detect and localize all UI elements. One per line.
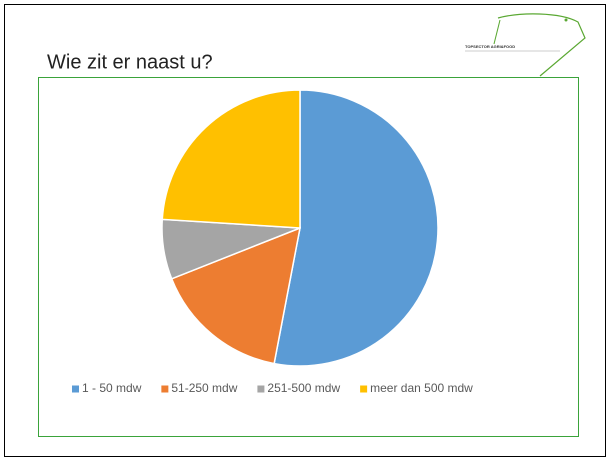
legend-swatch (72, 385, 79, 393)
legend-label: meer dan 500 mdw (370, 381, 473, 395)
legend-swatch (257, 385, 265, 393)
pie (161, 89, 439, 367)
legend-swatch (360, 385, 368, 393)
legend-label: 1 - 50 mdw (82, 381, 142, 395)
legend-swatch (161, 385, 169, 393)
logo: TOPSECTOR AGRI&FOOD (465, 13, 586, 77)
legend-label: 51-250 mdw (171, 381, 237, 395)
pie-slice (161, 89, 301, 229)
pie-slice (273, 89, 439, 367)
legend-label: 251-500 mdw (267, 381, 340, 395)
chart-frame (38, 77, 579, 437)
legend: 1 - 50 mdw 51-250 mdw 251-500 mdw meer dan … (72, 381, 473, 395)
pie-slice (170, 226, 301, 365)
logo-curve (493, 19, 501, 45)
logo-text: TOPSECTOR AGRI&FOOD (465, 44, 515, 49)
logo-dot (564, 18, 568, 22)
chart-title: Wie zit er naast u? (47, 51, 213, 73)
logo-curve (497, 13, 586, 77)
